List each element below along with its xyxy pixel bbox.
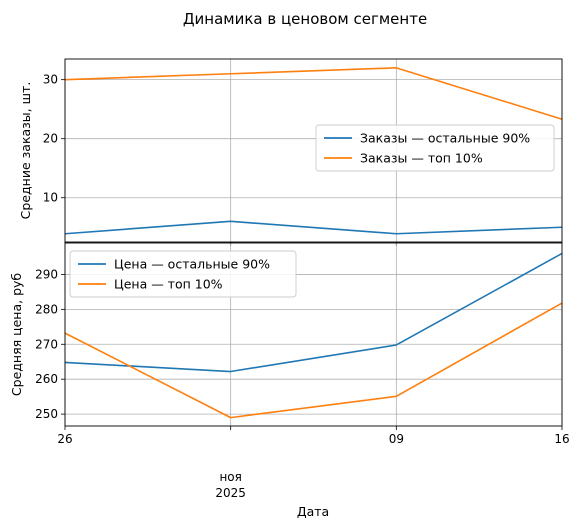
- series-line: [64, 252, 563, 373]
- x-axis-label: Дата: [297, 504, 329, 519]
- y-tick-label: 280: [35, 302, 58, 316]
- x-tick-label: 26: [57, 432, 72, 446]
- y-tick-label: 30: [43, 73, 58, 87]
- y-tick-label: 260: [35, 372, 58, 386]
- panel-1: 10 20 30 Средние заказы, шт. Заказы — осталь…: [18, 58, 563, 246]
- x-tick-label: 09: [389, 432, 404, 446]
- y-tick-label: 20: [43, 132, 58, 146]
- x-month-label: ноя: [219, 470, 241, 484]
- panel-2: 250 260 270 280 290 Средняя цена, руб Цена — о…: [9, 242, 563, 430]
- y-tick-label: 250: [35, 407, 58, 421]
- legend-box: [315, 124, 555, 172]
- legend-label: Цена — топ 10%: [114, 277, 223, 292]
- x-year-label: 2025: [215, 486, 246, 500]
- x-tick-label: 16: [554, 432, 569, 446]
- y-tick-label: 270: [35, 337, 58, 351]
- y-tick-label: 10: [43, 191, 58, 205]
- legend-label: Заказы — топ 10%: [360, 151, 483, 166]
- panels-layer: 10 20 30 Средние заказы, шт. Заказы — осталь…: [9, 58, 570, 500]
- axes-frame: [64, 242, 563, 427]
- series-line: [64, 302, 563, 419]
- chart-title: Динамика в ценовом сегменте: [183, 10, 427, 28]
- series-line: [64, 220, 563, 235]
- legend-label: Цена — остальные 90%: [114, 257, 270, 272]
- y-axis-label: Средняя цена, руб: [9, 273, 24, 396]
- y-tick-label: 290: [35, 267, 58, 281]
- y-axis-label: Средние заказы, шт.: [18, 82, 33, 220]
- series-line: [64, 67, 563, 120]
- legend-label: Заказы — остальные 90%: [360, 131, 530, 146]
- legend: Цена — остальные 90% Цена — топ 10%: [69, 250, 297, 298]
- legend-box: [69, 250, 297, 298]
- legend: Заказы — остальные 90% Заказы — топ 10%: [315, 124, 555, 172]
- axes-frame: [64, 58, 563, 243]
